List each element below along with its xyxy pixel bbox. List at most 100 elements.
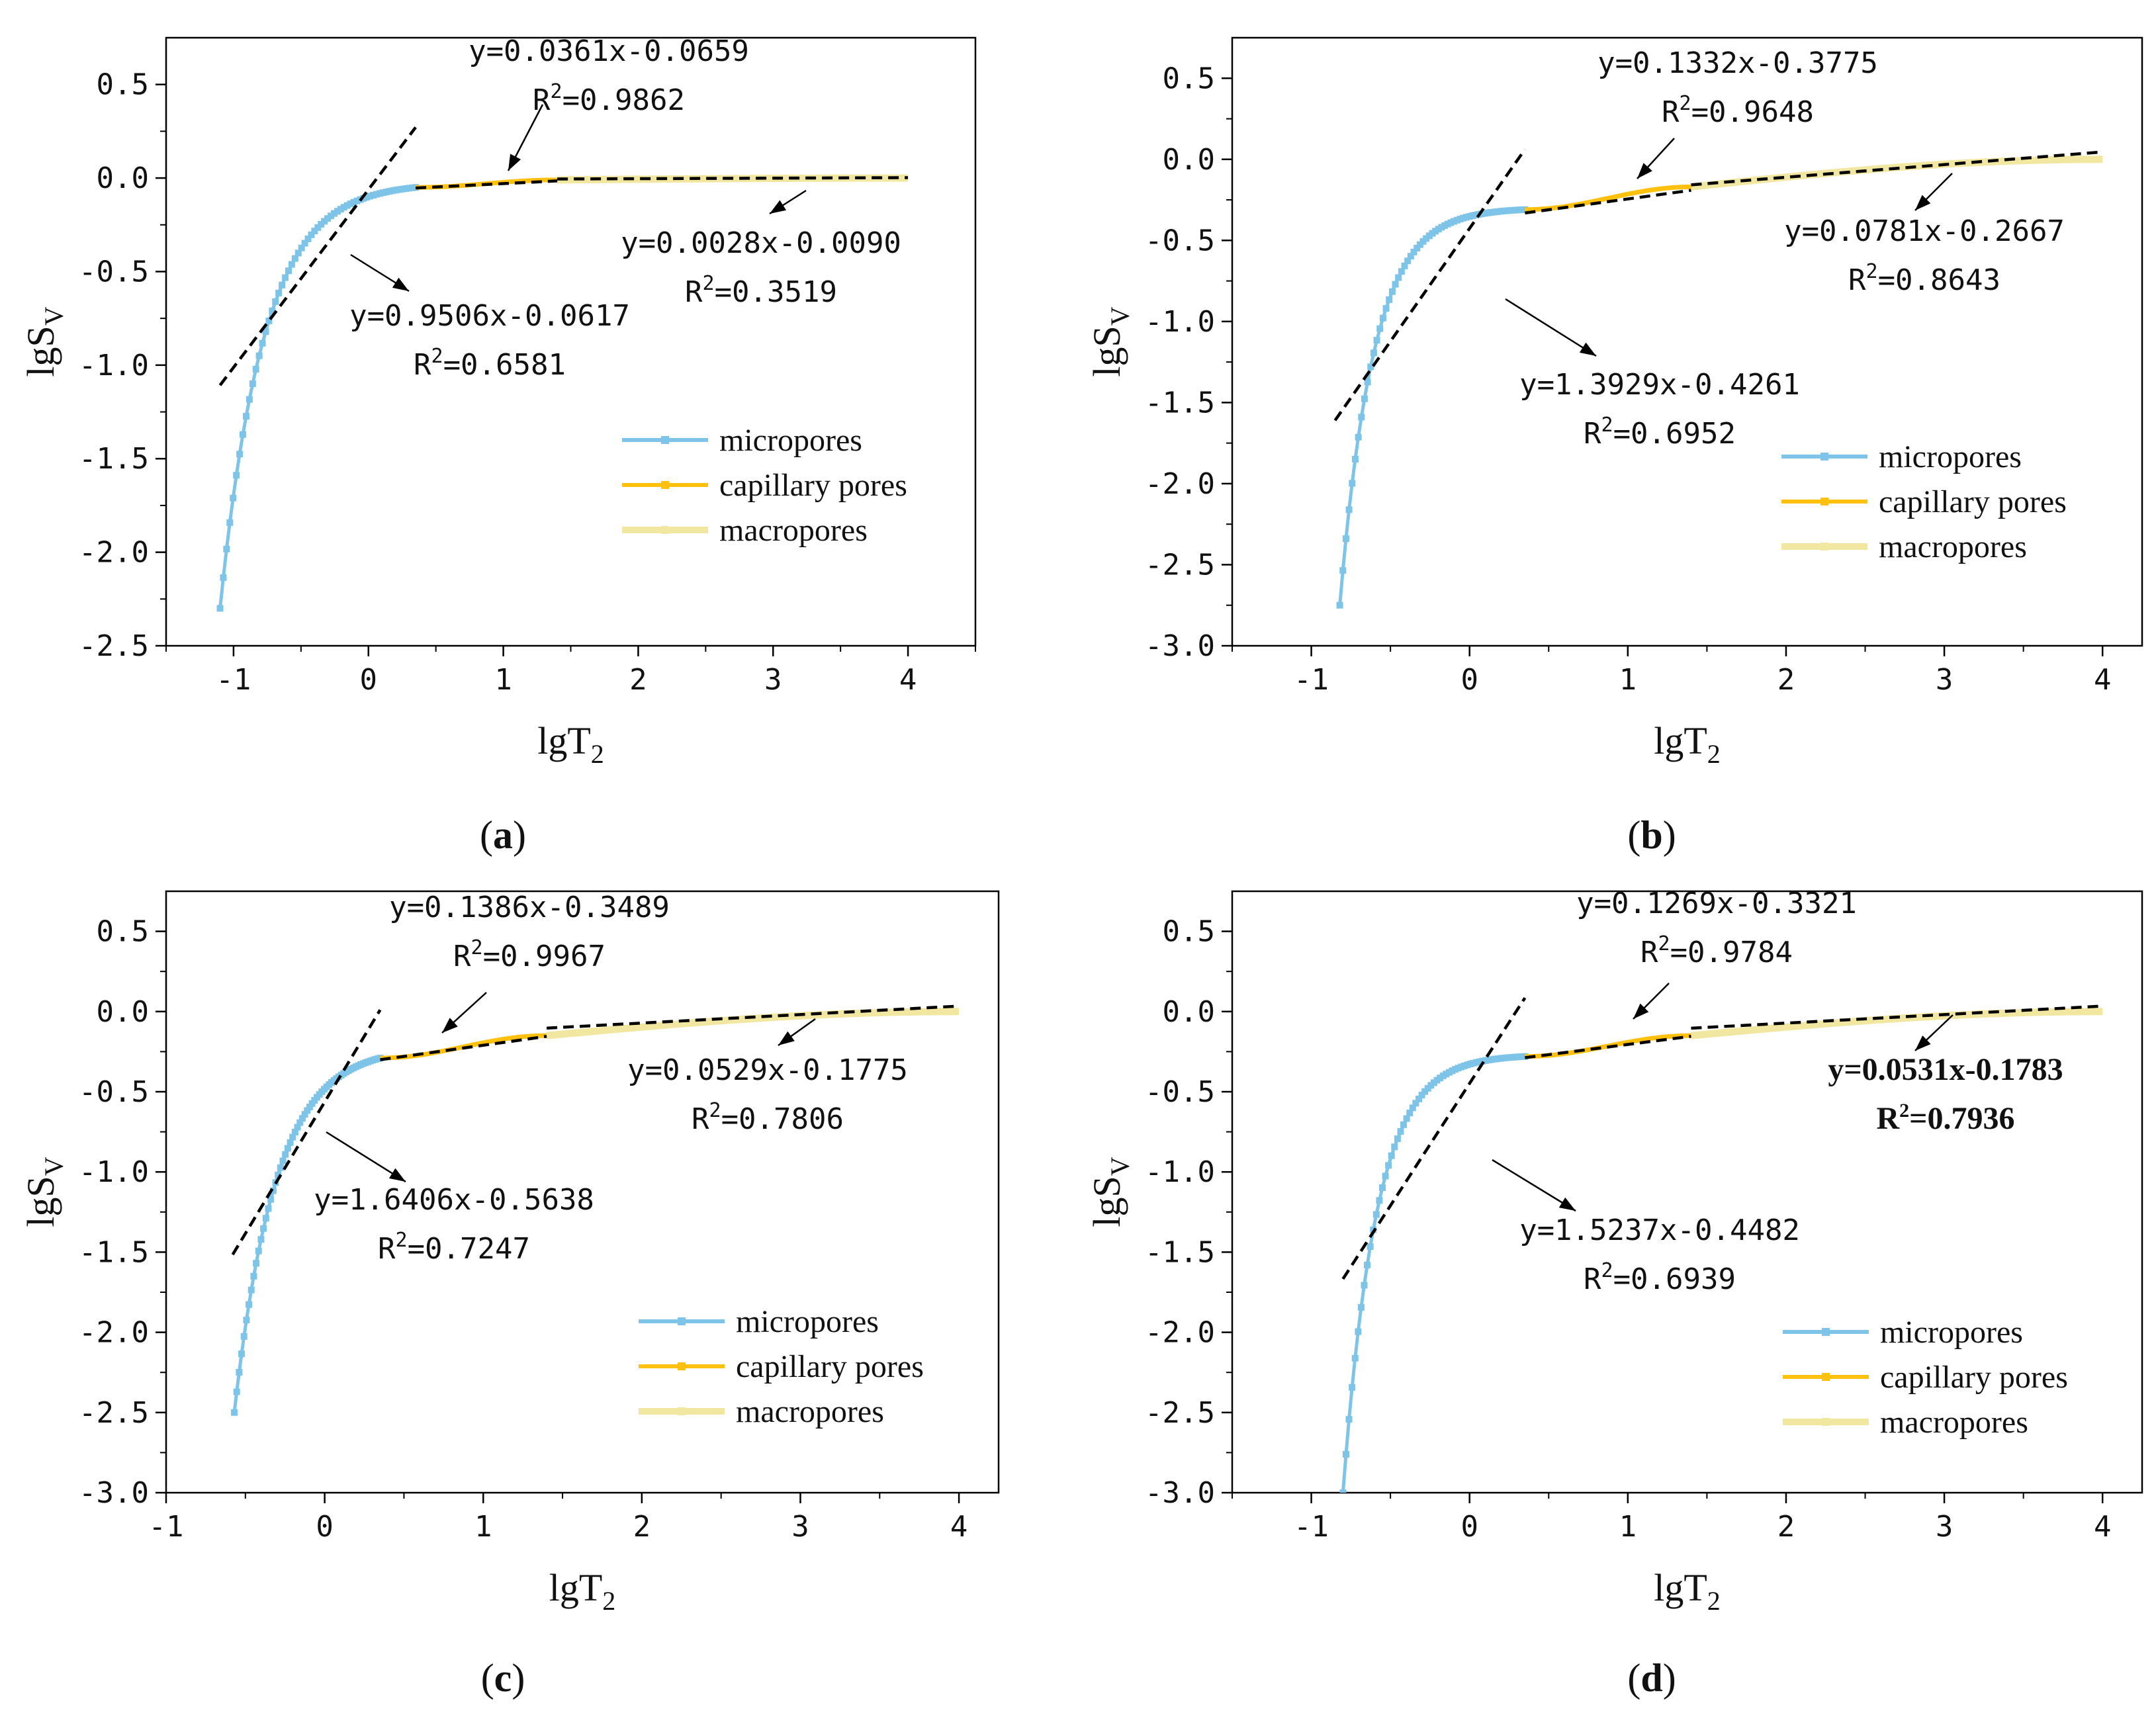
- legend: micropores capillary pores macropores: [1783, 1315, 2068, 1440]
- series-point: [275, 1171, 282, 1178]
- series-point: [1345, 1416, 1353, 1423]
- legend-label: capillary pores: [736, 1349, 924, 1384]
- series-point: [1388, 288, 1396, 295]
- annotation-arrowhead: [1633, 1003, 1649, 1019]
- series-point: [1351, 1354, 1359, 1362]
- legend: micropores capillary pores macropores: [1781, 439, 2067, 564]
- series-point: [1418, 1092, 1425, 1099]
- legend-marker: [1822, 1373, 1830, 1381]
- fit-line: [1525, 1035, 1691, 1059]
- fit-r-squared: R2=0.6952: [1584, 414, 1736, 451]
- series-point: [1351, 455, 1359, 462]
- series-point: [240, 431, 247, 438]
- series-point: [291, 255, 298, 262]
- series-point: [1358, 414, 1365, 421]
- x-axis-label: lgT2: [537, 719, 604, 769]
- annotation-arrowhead: [1558, 1197, 1576, 1211]
- fit-r-squared: R2=0.6581: [414, 345, 566, 382]
- y-tick-label: 0.0: [97, 161, 149, 195]
- series-point: [298, 244, 305, 251]
- series-point: [1349, 480, 1356, 487]
- y-tick-label: -2.5: [1145, 548, 1215, 582]
- y-tick-label: -2.0: [79, 1316, 149, 1350]
- annotation-arrowhead: [1637, 163, 1652, 179]
- panel-label: (d): [1627, 1656, 1676, 1700]
- fit-line: [546, 1004, 960, 1030]
- series-point: [1372, 1211, 1380, 1218]
- legend: micropores capillary pores macropores: [639, 1304, 924, 1429]
- series-point: [1339, 1489, 1347, 1493]
- x-axis-label: lgT2: [549, 1566, 616, 1616]
- series-point: [1373, 337, 1380, 344]
- y-axis-label: lgSV: [19, 1157, 69, 1227]
- x-tick-label: 0: [360, 663, 378, 697]
- y-tick-label: -2.0: [1145, 1316, 1215, 1350]
- chart-panel-a: -1 0 1 2 3 4 -2.5 -2.0 -1.5 -1.0 -0.5 0.0 0.5 lgT2 lgS…: [19, 34, 977, 857]
- x-tick-label: 1: [1619, 663, 1637, 697]
- fit-line: [1333, 148, 1527, 421]
- series-point: [1386, 296, 1393, 303]
- annotation-arrowhead: [442, 1018, 458, 1033]
- fit-equation: y=0.0529x-0.1775: [627, 1053, 908, 1087]
- fit-line: [231, 1009, 382, 1256]
- series-point: [306, 1103, 313, 1110]
- series-point: [282, 274, 289, 281]
- fit-line: [1341, 996, 1527, 1280]
- series-point: [272, 298, 279, 305]
- series-point: [262, 1215, 269, 1222]
- fit-r-squared: R2=0.7247: [378, 1229, 530, 1266]
- series-point: [265, 317, 273, 324]
- series-point: [308, 231, 315, 238]
- fit-line: [557, 176, 909, 181]
- legend-marker: [1820, 453, 1828, 461]
- series-point: [1382, 305, 1390, 312]
- series-point: [1409, 1104, 1416, 1112]
- legend-marker: [661, 481, 669, 489]
- series-point: [1345, 506, 1353, 513]
- series-point: [257, 1236, 265, 1243]
- series-point: [246, 396, 253, 403]
- series-point: [252, 366, 259, 373]
- x-tick-label: -1: [1294, 663, 1329, 697]
- y-tick-label: -0.5: [1145, 224, 1215, 257]
- y-tick-label: 0.5: [1163, 62, 1215, 95]
- series-point: [287, 1139, 294, 1146]
- fit-line: [415, 179, 558, 190]
- legend-label: macropores: [736, 1394, 884, 1429]
- fit-line: [218, 126, 417, 386]
- series-point: [1376, 325, 1384, 332]
- y-tick-label: -1.0: [1145, 1155, 1215, 1189]
- series-point: [294, 249, 302, 257]
- series-point: [1349, 1384, 1356, 1391]
- y-tick-label: 0.5: [97, 915, 149, 949]
- fit-r-squared: R2=0.7806: [692, 1099, 844, 1136]
- series-point: [294, 1123, 301, 1131]
- series-group: [231, 1004, 960, 1416]
- legend-marker: [1822, 1418, 1830, 1426]
- series-point: [230, 494, 237, 502]
- fit-line: [1691, 1004, 2103, 1030]
- y-tick-label: -2.0: [79, 536, 149, 570]
- series-point: [1364, 378, 1371, 386]
- y-tick-label: -2.0: [1145, 467, 1215, 501]
- series-point: [1388, 1152, 1395, 1159]
- series-point: [285, 267, 292, 275]
- legend-marker: [678, 1407, 686, 1415]
- x-tick-label: 4: [2094, 1510, 2112, 1544]
- series-point: [279, 281, 286, 288]
- series-point: [226, 519, 234, 526]
- series-point: [240, 1333, 247, 1340]
- legend-label: capillary pores: [1879, 484, 2067, 519]
- y-tick-label: -3.0: [1145, 629, 1215, 663]
- series-point: [246, 1301, 253, 1308]
- fit-equation: y=0.1386x-0.3489: [389, 891, 670, 924]
- series-point: [1342, 1451, 1349, 1458]
- fit-equation: y=0.1269x-0.3321: [1576, 887, 1857, 920]
- x-tick-label: 1: [474, 1510, 492, 1544]
- series-point: [1414, 245, 1421, 252]
- series-point: [301, 1111, 308, 1118]
- chart-panel-c: -1 0 1 2 3 4 -3.0 -2.5 -2.0 -1.5 -1.0 -0.5 0.0 0.5 lgT…: [19, 890, 1000, 1700]
- annotation-arrow: [1505, 298, 1597, 357]
- series-point: [233, 1388, 240, 1395]
- series-point: [1342, 535, 1349, 543]
